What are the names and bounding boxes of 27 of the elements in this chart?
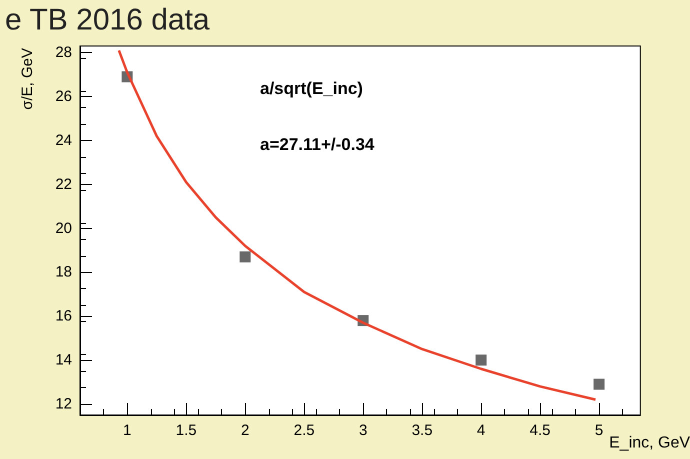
y-tick-label: 20 xyxy=(55,220,72,237)
y-tick-label: 14 xyxy=(55,352,72,369)
y-tick-label: 18 xyxy=(55,264,72,281)
y-tick-label: 26 xyxy=(55,88,72,106)
y-tick-label: 28 xyxy=(55,44,72,62)
annotation: a/sqrt(E_inc) xyxy=(260,79,363,98)
y-tick-label: 22 xyxy=(55,176,72,193)
x-tick-label: 2.5 xyxy=(294,422,315,439)
y-tick-label: 16 xyxy=(55,308,72,325)
chart-title: e TB 2016 data xyxy=(5,4,210,36)
x-tick-label: 1 xyxy=(123,422,132,439)
x-tick-label: 3 xyxy=(358,422,368,439)
x-tick-label: 1.5 xyxy=(176,422,197,439)
x-tick-label: 4.5 xyxy=(530,422,551,439)
x-tick-label: 4 xyxy=(476,422,486,439)
x-axis-title: E_inc, GeV xyxy=(609,434,690,452)
y-axis-title: σ/E, GeV xyxy=(19,48,36,110)
point xyxy=(476,354,487,366)
annotation: a=27.11+/-0.34 xyxy=(260,135,375,154)
y-tick-label: 24 xyxy=(55,132,72,149)
point xyxy=(594,378,605,390)
y-tick-label: 12 xyxy=(55,396,72,413)
x-tick-label: 5 xyxy=(594,422,604,439)
point xyxy=(240,251,251,262)
x-tick-label: 2 xyxy=(240,422,250,439)
x-tick-label: 3.5 xyxy=(412,422,433,439)
line-series xyxy=(118,49,597,401)
